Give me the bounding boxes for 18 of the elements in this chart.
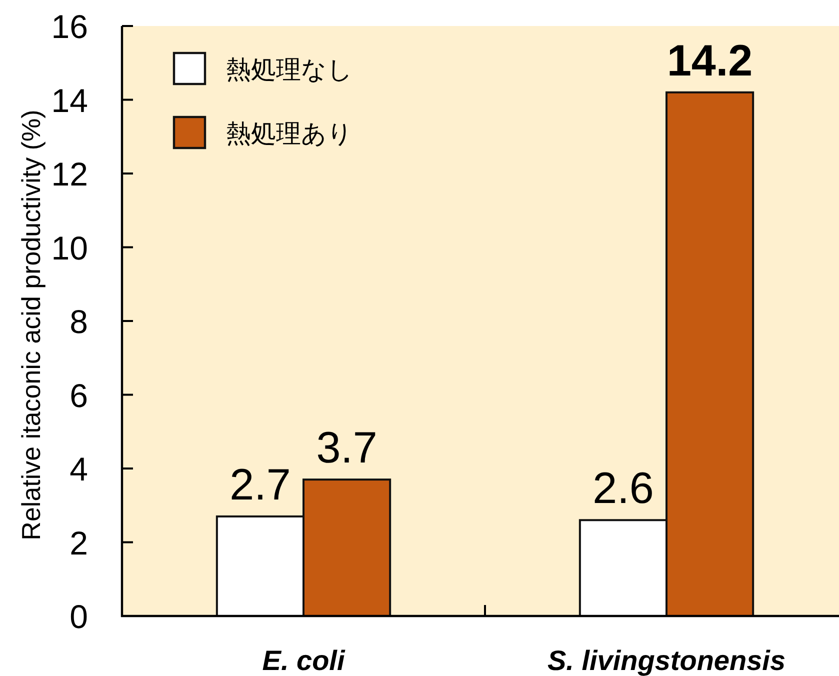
x-tick-label: E. coli	[262, 645, 346, 676]
legend-label: 熱処理なし	[226, 56, 353, 84]
y-tick-label: 0	[70, 598, 88, 635]
legend-label: 熱処理あり	[226, 120, 353, 148]
y-axis-title: Relative itaconic acid productivity (%)	[16, 110, 46, 540]
data-label: 14.2	[666, 36, 753, 86]
data-label: 3.7	[316, 424, 378, 473]
y-tick-label: 10	[51, 229, 88, 266]
x-tick-label: S. livingstonensis	[547, 645, 786, 676]
data-label: 2.6	[592, 464, 654, 514]
y-tick-label: 4	[70, 450, 88, 488]
y-tick-label: 6	[70, 376, 88, 414]
y-tick-label: 12	[51, 156, 88, 192]
y-tick-label: 8	[70, 303, 88, 340]
y-tick-label: 16	[51, 8, 88, 45]
data-label: 2.7	[230, 460, 291, 510]
y-tick-label: 2	[70, 524, 88, 562]
y-tick-label: 14	[51, 82, 88, 119]
